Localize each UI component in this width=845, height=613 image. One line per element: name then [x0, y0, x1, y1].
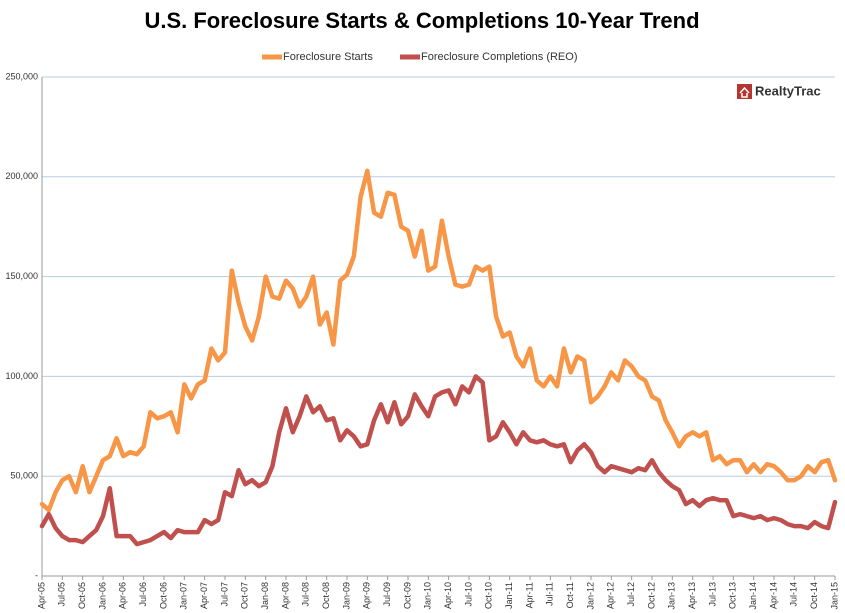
- x-tick-label: Jul-14: [789, 582, 799, 607]
- x-tick-label: Oct-14: [809, 582, 819, 609]
- x-tick-label: Apr-08: [280, 582, 290, 609]
- y-tick-label: 150,000: [5, 271, 38, 281]
- series-line: [39, 374, 838, 547]
- x-tick-label: Jul-13: [707, 582, 717, 607]
- x-tick-label: Jul-10: [463, 582, 473, 607]
- y-tick-label: -: [35, 570, 38, 580]
- x-tick-label: Apr-06: [118, 582, 128, 609]
- x-tick-label: Jan-15: [829, 582, 839, 610]
- x-tick-label: Apr-10: [443, 582, 453, 609]
- x-tick-label: Apr-09: [362, 582, 372, 609]
- x-tick-label: Jul-07: [219, 582, 229, 607]
- x-tick-label: Apr-12: [606, 582, 616, 609]
- x-tick-label: Jul-12: [626, 582, 636, 607]
- x-tick-label: Jul-08: [301, 582, 311, 607]
- x-tick-label: Jan-08: [260, 582, 270, 610]
- legend-label: Foreclosure Completions (REO): [421, 51, 578, 63]
- y-tick-label: 200,000: [5, 171, 38, 181]
- x-tick-label: Apr-05: [36, 582, 46, 609]
- x-tick-label: Jan-09: [341, 582, 351, 610]
- x-tick-label: Jan-07: [179, 582, 189, 610]
- x-tick-label: Apr-13: [687, 582, 697, 609]
- x-tick-label: Oct-11: [565, 582, 575, 608]
- series-line: [39, 168, 838, 513]
- y-tick-label: 100,000: [5, 371, 38, 381]
- x-tick-label: Apr-11: [524, 582, 534, 608]
- x-tick-label: Jan-10: [423, 582, 433, 610]
- x-tick-label: Jul-11: [545, 582, 555, 606]
- chart-title: U.S. Foreclosure Starts & Completions 10…: [144, 8, 699, 33]
- x-tick-label: Oct-09: [402, 582, 412, 609]
- x-tick-label: Jul-06: [138, 582, 148, 607]
- x-tick-label: Oct-07: [240, 582, 250, 609]
- logo: RealtyTrac: [737, 83, 821, 99]
- x-tick-label: Jan-14: [748, 582, 758, 610]
- y-tick-label: 250,000: [5, 71, 38, 81]
- x-tick-label: Jan-11: [504, 582, 514, 609]
- x-tick-label: Jan-12: [585, 582, 595, 610]
- x-tick-label: Apr-14: [768, 582, 778, 609]
- x-tick-label: Oct-12: [646, 582, 656, 609]
- x-tick-label: Apr-07: [199, 582, 209, 609]
- legend-label: Foreclosure Starts: [283, 51, 373, 63]
- x-tick-label: Oct-05: [77, 582, 87, 609]
- logo-text: RealtyTrac: [755, 83, 821, 98]
- x-tick-label: Oct-10: [484, 582, 494, 609]
- x-tick-label: Oct-13: [728, 582, 738, 609]
- x-tick-label: Jan-13: [667, 582, 677, 610]
- x-tick-label: Oct-06: [158, 582, 168, 609]
- logo-icon: [737, 84, 752, 99]
- y-tick-label: 50,000: [10, 471, 38, 481]
- logo-house: [739, 86, 750, 98]
- x-tick-label: Jul-09: [382, 582, 392, 607]
- x-tick-label: Jan-06: [97, 582, 107, 610]
- x-tick-label: Oct-08: [321, 582, 331, 609]
- x-tick-label: Jul-05: [57, 582, 67, 607]
